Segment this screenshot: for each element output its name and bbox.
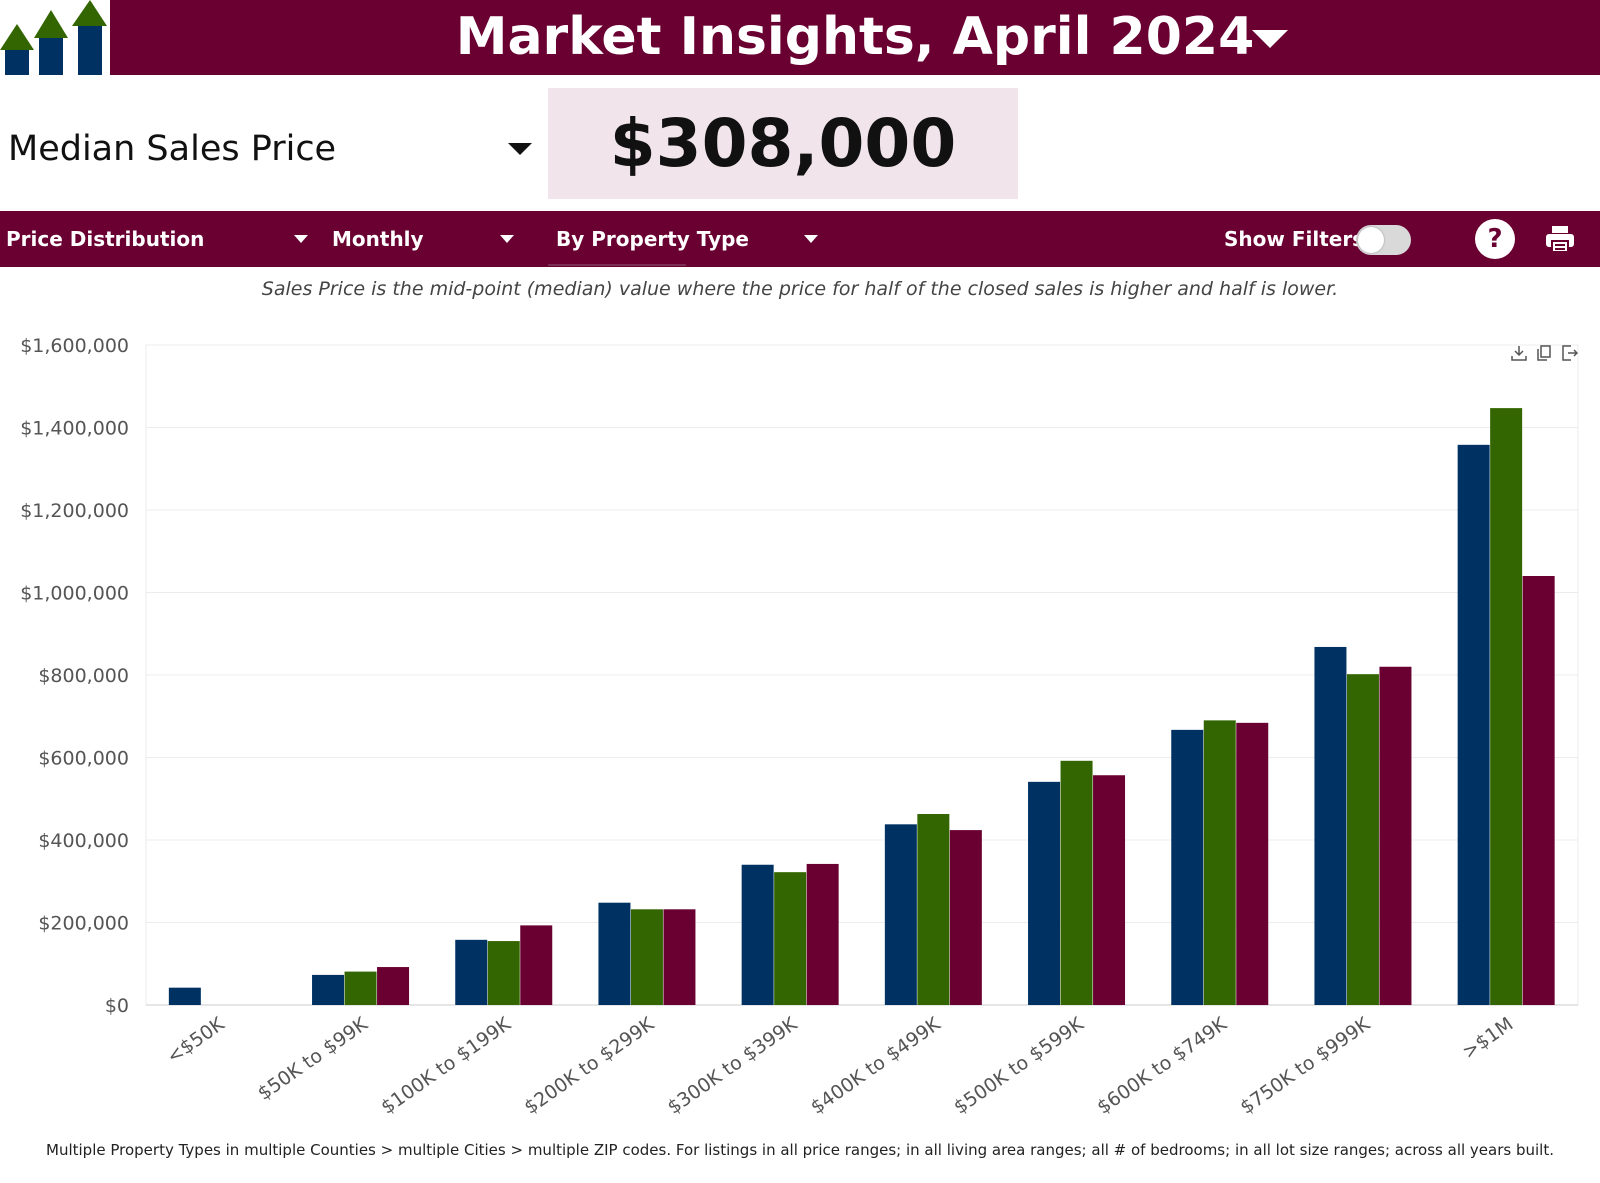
bar bbox=[917, 814, 950, 1005]
bar bbox=[1314, 646, 1347, 1005]
y-tick-label: $1,600,000 bbox=[20, 335, 129, 357]
grouping-label: By Property Type bbox=[556, 227, 749, 251]
bar bbox=[1346, 674, 1379, 1005]
metric-label: Median Sales Price bbox=[8, 129, 337, 169]
caret-down-icon[interactable] bbox=[508, 143, 532, 155]
bar bbox=[1490, 408, 1523, 1005]
bar bbox=[168, 987, 201, 1005]
price-distribution-chart: $0 $200,000 $400,000 $600,000 $800,000 $1,000… bbox=[20, 335, 1579, 1119]
x-tick-label: $200K to $299K bbox=[520, 1013, 658, 1119]
bar bbox=[884, 824, 917, 1005]
bar bbox=[774, 872, 807, 1005]
y-tick-label: $800,000 bbox=[38, 665, 129, 687]
x-tick-label: $750K to $999K bbox=[1236, 1013, 1374, 1119]
bar bbox=[312, 974, 345, 1005]
grouping-dropdown[interactable]: By Property Type bbox=[556, 211, 826, 267]
copy-icon[interactable] bbox=[1535, 344, 1553, 362]
bar bbox=[1028, 781, 1061, 1005]
bar bbox=[455, 939, 488, 1005]
caret-down-icon[interactable] bbox=[1252, 30, 1288, 48]
chart-toolbar: Price Distribution (Column) Monthly By P… bbox=[0, 211, 1600, 307]
metric-value-box: $308,000 bbox=[548, 88, 1018, 199]
chart-tools bbox=[1510, 344, 1590, 364]
export-icon[interactable] bbox=[1560, 344, 1578, 362]
bar bbox=[1236, 722, 1269, 1005]
y-tick-label: $1,200,000 bbox=[20, 500, 129, 522]
show-filters-toggle[interactable] bbox=[1356, 225, 1411, 255]
bar bbox=[1093, 775, 1126, 1005]
bar bbox=[520, 925, 553, 1005]
bar-arrows-logo-icon bbox=[0, 0, 110, 75]
help-button[interactable]: ? bbox=[1475, 219, 1515, 259]
bar bbox=[1522, 576, 1555, 1005]
bar bbox=[1060, 760, 1093, 1005]
bar bbox=[1203, 720, 1236, 1005]
show-filters-label: Show Filters: bbox=[1224, 227, 1373, 251]
x-tick-label: >$1M bbox=[1458, 1013, 1517, 1063]
y-tick-label: $200,000 bbox=[38, 913, 129, 935]
y-tick-label: $400,000 bbox=[38, 830, 129, 852]
period-dropdown[interactable]: Monthly bbox=[332, 211, 522, 267]
page-title: Market Insights, April 2024 bbox=[455, 7, 1255, 67]
printer-icon bbox=[1546, 226, 1574, 253]
x-tick-label: $100K to $199K bbox=[377, 1013, 515, 1119]
bar bbox=[1171, 729, 1204, 1005]
bar bbox=[344, 971, 377, 1005]
bar bbox=[487, 941, 520, 1005]
y-tick-label: $0 bbox=[105, 995, 129, 1017]
bar bbox=[1457, 444, 1490, 1005]
bar bbox=[806, 863, 839, 1005]
caret-down-icon bbox=[804, 235, 818, 243]
toggle-knob bbox=[1358, 227, 1384, 253]
chart-description: Sales Price is the mid-point (median) va… bbox=[261, 278, 1339, 300]
x-tick-label: $300K to $399K bbox=[663, 1013, 801, 1119]
y-tick-label: $1,000,000 bbox=[20, 583, 129, 605]
help-icon: ? bbox=[1487, 224, 1503, 254]
chart-type-label: Price Distribution (Column) bbox=[6, 227, 205, 307]
bar bbox=[377, 967, 410, 1005]
bar bbox=[598, 902, 631, 1005]
chart-type-dropdown[interactable]: Price Distribution (Column) bbox=[6, 211, 308, 307]
download-icon[interactable] bbox=[1510, 344, 1528, 362]
metric-dropdown[interactable]: Median Sales Price bbox=[0, 90, 540, 200]
header-bar: Market Insights, April 2024 bbox=[0, 0, 1600, 75]
period-label: Monthly bbox=[332, 227, 424, 251]
bar bbox=[741, 864, 774, 1005]
caret-down-icon bbox=[500, 235, 514, 243]
y-tick-label: $600,000 bbox=[38, 748, 129, 770]
bar bbox=[949, 830, 982, 1005]
caret-down-icon bbox=[294, 235, 308, 243]
x-tick-label: $500K to $599K bbox=[950, 1013, 1088, 1119]
print-button[interactable] bbox=[1544, 223, 1576, 255]
bar bbox=[1379, 666, 1412, 1005]
chart-footnote: Multiple Property Types in multiple Coun… bbox=[46, 1141, 1554, 1159]
y-tick-label: $1,400,000 bbox=[20, 418, 129, 440]
x-tick-label: $400K to $499K bbox=[807, 1013, 945, 1119]
bar bbox=[630, 909, 663, 1005]
x-tick-label: <$50K bbox=[163, 1013, 229, 1068]
x-tick-label: $50K to $99K bbox=[254, 1013, 372, 1105]
bar bbox=[663, 909, 696, 1005]
x-tick-label: $600K to $749K bbox=[1093, 1013, 1231, 1119]
metric-value: $308,000 bbox=[609, 105, 957, 182]
grouping-underline bbox=[548, 264, 686, 266]
